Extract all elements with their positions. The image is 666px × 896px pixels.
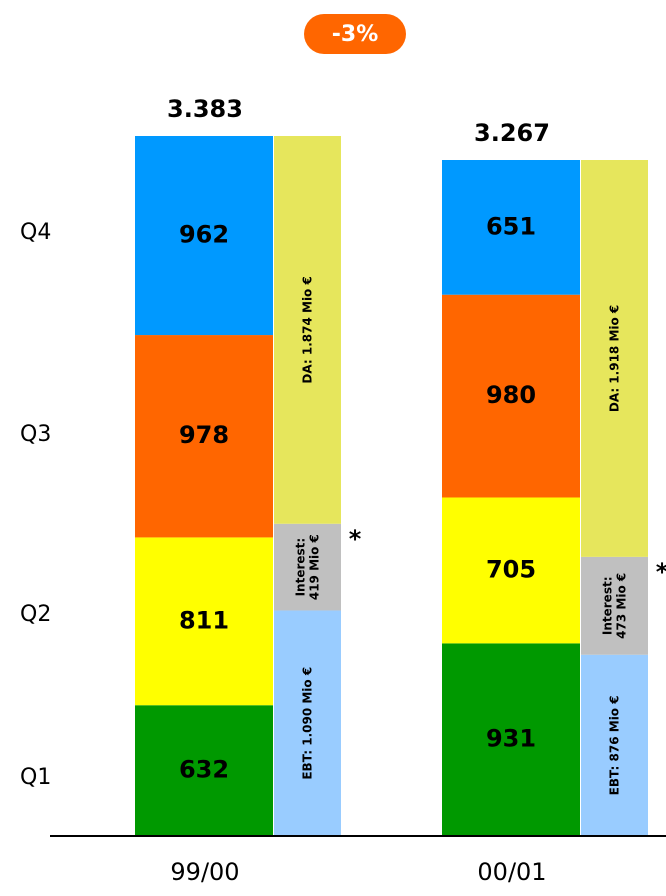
breakdown-label-interest-99-00: Interest:419 Mio € [294,534,322,600]
quarter-label-q4: Q4 [20,220,51,245]
data-label-q1-00-01: 931 [486,725,536,753]
change-badge-label: -3% [332,22,378,47]
category-label-00-01: 00/01 [477,858,546,886]
bar-q3-00-01 [442,294,580,498]
bar-q4-00-01 [442,160,580,295]
footnote-marker-00-01: * [656,558,666,586]
breakdown-ebt-00-01 [581,654,648,836]
data-label-q2-99-00: 811 [179,606,229,634]
breakdown-da-00-01 [581,160,648,557]
breakdown-label-da-99-00: DA: 1.874 Mio € [301,276,315,383]
bar-q2-00-01 [442,497,580,644]
breakdown-da-99-00 [274,136,341,524]
bar-q4-99-00 [135,136,273,336]
breakdown-label-ebt-00-01: EBT: 876 Mio € [608,695,622,795]
breakdown-label-interest-00-01: Interest:473 Mio € [601,573,629,639]
data-label-q3-99-00: 978 [179,421,229,449]
breakdown-label-da-00-01: DA: 1.918 Mio € [608,305,622,412]
bar-q1-99-00 [135,705,273,836]
quarter-label-q3: Q3 [20,422,51,447]
breakdown-ebt-99-00 [274,610,341,836]
data-label-q1-99-00: 632 [179,756,229,784]
change-badge [304,14,406,54]
total-label-99-00: 3.383 [167,95,243,123]
bar-q3-99-00 [135,335,273,538]
data-label-q4-00-01: 651 [486,212,536,240]
data-label-q4-99-00: 962 [179,221,229,249]
quarter-label-q2: Q2 [20,602,51,627]
data-label-q2-00-01: 705 [486,555,536,583]
bar-q1-00-01 [442,643,580,836]
category-label-99-00: 99/00 [170,858,239,886]
breakdown-interest-99-00 [274,523,341,611]
footnote-marker-99-00: * [349,525,362,553]
total-label-00-01: 3.267 [474,119,550,147]
data-label-q3-00-01: 980 [486,381,536,409]
breakdown-interest-00-01 [581,556,648,655]
bar-q2-99-00 [135,537,273,706]
breakdown-label-ebt-99-00: EBT: 1.090 Mio € [301,667,315,780]
quarter-label-q1: Q1 [20,765,51,790]
